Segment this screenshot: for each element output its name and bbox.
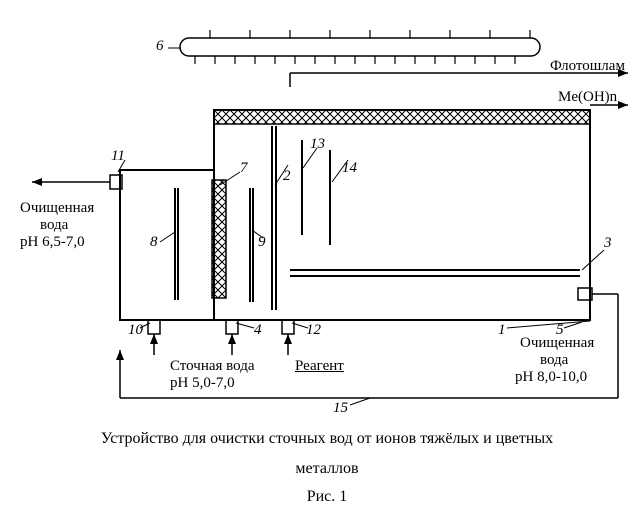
callout-15: 15 [333,400,348,417]
callout-3: 3 [604,235,612,252]
callout-9: 9 [258,234,266,251]
purified-left-label-1: Очищенная [20,200,94,217]
callout-10: 10 [128,322,143,339]
callout-1: 1 [498,322,506,339]
figure-number: Рис. 1 [10,488,634,506]
callout-6: 6 [156,38,164,55]
callout-8: 8 [150,234,158,251]
caption-line1: Устройство для очистки сточных вод от ио… [10,430,634,448]
caption-line2: металлов [10,460,634,478]
callout-11: 11 [111,148,125,165]
reagent-label: Реагент [295,358,344,375]
purified-right-label-3: pH 8,0-10,0 [515,369,587,386]
callout-5: 5 [556,322,564,339]
wastewater-label-2: pH 5,0-7,0 [170,375,235,392]
flotoslam-label: Флотошлам [550,58,625,75]
callout-4: 4 [254,322,262,339]
main-vessel [120,110,590,320]
purified-right-label-2: вода [540,352,568,369]
left-outlet [32,175,122,189]
inlet-4 [226,320,238,355]
purified-left-label-3: pH 6,5-7,0 [20,234,85,251]
callout-12: 12 [306,322,321,339]
bubbler-element [180,30,540,64]
diagram-canvas: Флотошлам Me(OH)n Очищенная вода pH 6,5-… [10,10,634,510]
purified-left-label-2: вода [40,217,68,234]
inlet-10 [148,320,160,355]
callout-13: 13 [310,136,325,153]
meohn-label: Me(OH)n [558,89,617,106]
callout-2: 2 [283,168,291,185]
partition-hatched [212,180,226,298]
callout-14: 14 [342,160,357,177]
wastewater-label-1: Сточная вода [170,358,255,375]
inlet-12 [282,320,294,355]
callout-7: 7 [240,160,248,177]
